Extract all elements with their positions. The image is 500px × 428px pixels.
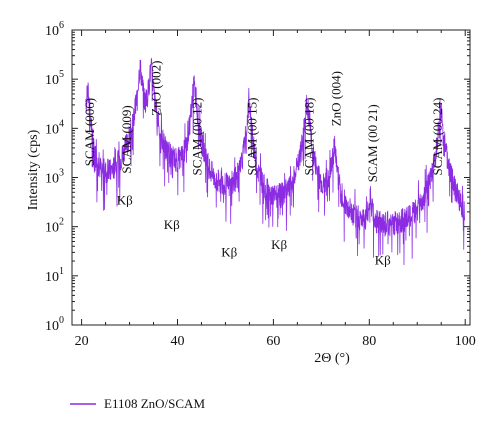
peak-annotations: SCAM (006) SCAM (009) ZnO (002) SCAM (00 12…	[82, 61, 445, 268]
peak-point-6	[222, 260, 224, 262]
y-tick-label: 101	[45, 266, 64, 285]
peak-point-12	[388, 271, 390, 273]
peak-label: SCAM (00 12)	[190, 97, 205, 175]
x-tick-label: 40	[170, 334, 184, 349]
kbeta-label: Kβ	[117, 193, 133, 208]
y-tick-label: 106	[45, 20, 64, 39]
plot-area	[85, 57, 466, 273]
peak-label: ZnO (002)	[148, 61, 163, 116]
x-tick-label: 60	[266, 334, 280, 349]
peak-label: ZnO (004)	[329, 71, 344, 126]
peak-point-8	[273, 253, 275, 255]
peak-point-5	[193, 85, 195, 87]
peak-point-1	[123, 217, 125, 219]
x-tick-label: 80	[362, 334, 376, 349]
kbeta-label: Kβ	[221, 244, 237, 259]
peak-point-10	[333, 145, 335, 147]
series-line-0	[85, 57, 466, 265]
peak-label: SCAM (00 18)	[301, 97, 316, 175]
x-axis-title: 2Θ (°)	[314, 351, 350, 366]
legend: E1108 ZnO/SCAM	[70, 396, 205, 411]
peak-label: SCAM (00 15)	[244, 97, 259, 175]
y-tick-label: 102	[45, 217, 64, 236]
peak-point-11	[369, 197, 371, 199]
x-tick-label: 20	[75, 334, 89, 349]
peak-point-0	[87, 91, 89, 93]
peak-label: SCAM (00 24)	[430, 97, 445, 175]
kbeta-label: Kβ	[271, 237, 287, 252]
plot-frame	[71, 29, 471, 326]
y-tick-label: 105	[45, 69, 64, 88]
x-tick-label: 100	[455, 334, 476, 349]
y-axis-title: Intensity (cps)	[26, 129, 41, 210]
y-tick-label: 103	[45, 168, 64, 187]
kbeta-label: Kβ	[164, 217, 180, 232]
axis-ticks: 20 40 60 80 100 100 101 102 103 104 105 106	[45, 20, 476, 349]
kbeta-label: Kβ	[375, 253, 391, 268]
y-tick-label: 100	[45, 315, 64, 334]
peak-label: SCAM (006)	[82, 98, 97, 166]
peak-point-2	[139, 67, 141, 69]
peak-label: SCAM (00 21)	[365, 104, 380, 182]
y-tick-label: 104	[45, 118, 64, 137]
legend-label: E1108 ZnO/SCAM	[104, 396, 205, 411]
peak-label: SCAM (009)	[119, 105, 134, 173]
